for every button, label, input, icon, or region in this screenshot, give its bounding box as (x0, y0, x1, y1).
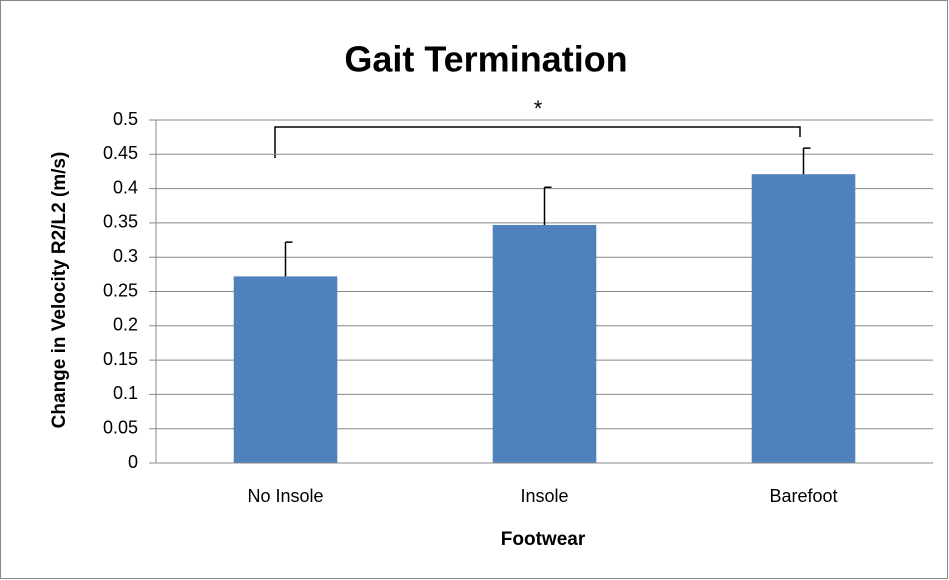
y-tick-label: 0.25 (103, 280, 138, 300)
error-bar (802, 147, 811, 175)
y-axis-label: Change in Velocity R2/L2 (m/s) (49, 152, 70, 429)
bar (751, 174, 856, 463)
bar (233, 276, 338, 463)
significance-bracket (274, 126, 801, 158)
y-tick-label: 0 (128, 452, 138, 472)
error-bar (543, 186, 552, 225)
y-tick-label: 0.3 (113, 246, 138, 266)
y-tick-label: 0.05 (103, 417, 138, 437)
y-tick-label: 0.1 (113, 383, 138, 403)
significance-annotation: * (534, 96, 543, 121)
y-tick-label: 0.35 (103, 212, 138, 232)
x-axis-label: Footwear (501, 529, 586, 550)
y-tick-label: 0.4 (113, 177, 138, 197)
x-tick-label: Barefoot (769, 486, 837, 506)
y-tick-label: 0.45 (103, 143, 138, 163)
bar (492, 224, 597, 463)
x-tick-label: No Insole (247, 486, 323, 506)
error-bar (284, 241, 293, 277)
x-tick-label: Insole (520, 486, 568, 506)
y-tick-label: 0.15 (103, 349, 138, 369)
chart-title: Gait Termination (344, 39, 627, 80)
y-tick-label: 0.2 (113, 315, 138, 335)
y-tick-label: 0.5 (113, 109, 138, 129)
